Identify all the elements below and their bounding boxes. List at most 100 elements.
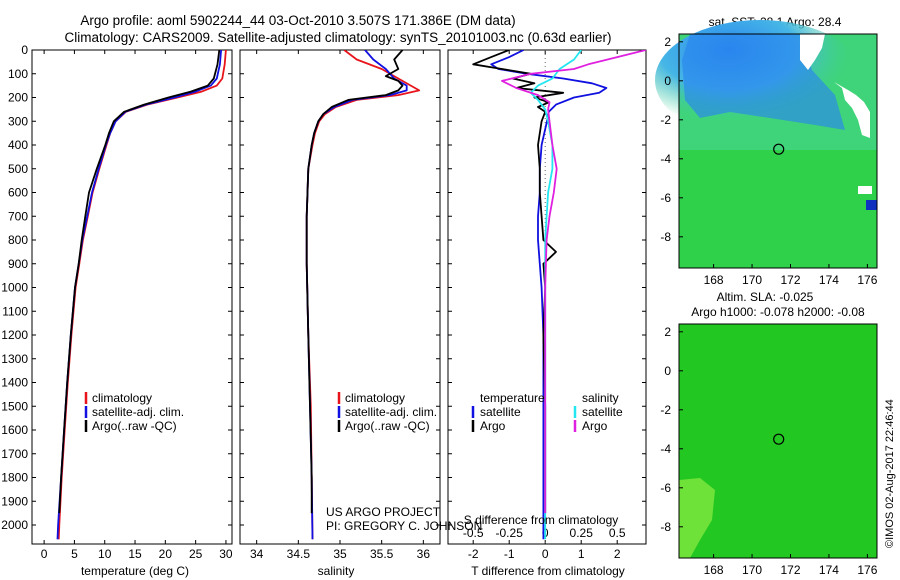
map-y-tick-label: 2 <box>664 35 671 49</box>
y-tick-label: 2000 <box>1 518 28 532</box>
difference-xlabel-top: S difference from climatology <box>464 513 619 527</box>
sst-map: sat. SST: 28.1 Argo: 28.4 16817017217417… <box>655 15 878 287</box>
map-y-tick-label: -2 <box>660 113 671 127</box>
y-tick-label: 0 <box>21 43 28 57</box>
difference-panel-frame <box>447 49 647 545</box>
y-tick-label: 1800 <box>1 471 28 485</box>
project-credit: US ARGO PROJECT <box>326 505 441 519</box>
map-y-tick-label: -4 <box>660 152 671 166</box>
y-tick-label: 700 <box>8 209 28 223</box>
x-tick-label: -2 <box>468 547 479 561</box>
temperature-panel-frame <box>31 49 233 545</box>
x-tick-top-label: 0.5 <box>609 526 626 540</box>
map-y-tick-label: -8 <box>660 230 671 244</box>
legend-salinity-title: salinity <box>582 391 619 405</box>
sst-float-marker <box>773 143 785 155</box>
legend-climatology-label: climatology <box>345 391 405 405</box>
legend-satellite-label: satellite-adj. clim. <box>92 405 184 419</box>
x-tick-label: 5 <box>71 547 78 561</box>
x-tick-label: 25 <box>189 547 203 561</box>
y-tick-label: 1100 <box>2 304 28 318</box>
y-tick-label: 600 <box>8 186 28 200</box>
map-y-tick-label: -8 <box>660 520 671 534</box>
map-x-tick-label: 174 <box>819 563 839 577</box>
title-line-2: Climatology: CARS2009. Satellite-adjuste… <box>64 30 611 45</box>
map-x-tick-label: 172 <box>780 273 800 287</box>
map-y-tick-label: 0 <box>664 74 671 88</box>
title-line-1: Argo profile: aoml 5902244_44 03-Oct-201… <box>80 13 515 28</box>
series-layer <box>56 50 646 540</box>
difference-xlabel: T difference from climatology <box>471 564 625 578</box>
y-tick-label: 300 <box>8 114 28 128</box>
x-tick-label: 0 <box>542 547 549 561</box>
y-tick-label: 100 <box>8 67 28 81</box>
x-tick-label: -1 <box>504 547 515 561</box>
x-tick-label: 20 <box>159 547 173 561</box>
y-tick-label: 400 <box>8 138 28 152</box>
sla-light-patch <box>679 478 715 558</box>
y-tick-label: 1600 <box>1 423 28 437</box>
x-tick-label: 35.5 <box>370 547 394 561</box>
sst-map-axes: 168 170 172 174 176 2 0 -2 -4 -6 -8 <box>660 35 877 287</box>
temperature-climatology-line <box>57 50 227 540</box>
salinity-legend: climatology satellite-adj. clim. Argo(..… <box>337 391 437 433</box>
temperature-satellite-line <box>56 50 222 540</box>
map-y-tick-label: 2 <box>664 325 671 339</box>
map-x-tick-label: 170 <box>742 563 762 577</box>
sla-map-title-1: Altim. SLA: -0.025 <box>717 290 814 304</box>
y-tick-label: 1200 <box>1 328 28 342</box>
y-tick-label: 1400 <box>1 376 28 390</box>
y-tick-label: 1700 <box>1 447 28 461</box>
x-tick-top-label: -0.5 <box>463 526 484 540</box>
legend-t-satellite-label: satellite <box>480 405 521 419</box>
temperature-xlabel: temperature (deg C) <box>81 564 189 578</box>
map-x-tick-label: 170 <box>742 273 762 287</box>
salinity-satellite-line <box>305 50 408 540</box>
y-tick-label: 1000 <box>1 281 28 295</box>
map-x-tick-label: 174 <box>819 273 839 287</box>
y-tick-label: 1500 <box>1 399 28 413</box>
map-x-tick-label: 176 <box>857 563 877 577</box>
x-tick-label: 2 <box>614 547 621 561</box>
legend-temperature-title: temperature <box>480 391 545 405</box>
x-tick-label: 1 <box>578 547 585 561</box>
sla-float-marker <box>773 433 785 445</box>
x-tick-top-label: -0.25 <box>496 526 524 540</box>
sst-green-band <box>679 150 877 268</box>
temperature-legend: climatology satellite-adj. clim. Argo(..… <box>84 391 184 433</box>
map-y-tick-label: -6 <box>660 191 671 205</box>
map-x-tick-label: 176 <box>857 273 877 287</box>
y-tick-label: 500 <box>8 162 28 176</box>
map-y-tick-label: -2 <box>660 403 671 417</box>
map-y-tick-label: -6 <box>660 481 671 495</box>
legend-argo-label: Argo(..raw -QC) <box>345 419 430 433</box>
sla-map: Altim. SLA: -0.025 Argo h1000: -0.078 h2… <box>660 290 877 577</box>
y-tick-label: 200 <box>8 91 28 105</box>
sst-land-mask <box>800 34 872 194</box>
x-tick-top-label: 0.25 <box>570 526 594 540</box>
salinity-climatology-line <box>305 50 421 540</box>
pi-credit: PI: GREGORY C. JOHNSON <box>326 519 482 533</box>
x-tick-label: 34 <box>250 547 264 561</box>
x-tick-label: 15 <box>128 547 142 561</box>
temperature-argo-line <box>58 50 221 514</box>
legend-argo-label: Argo(..raw -QC) <box>92 419 177 433</box>
sla-map-frame <box>678 323 878 559</box>
salinity-xlabel: salinity <box>318 564 355 578</box>
difference-legend: temperature satellite Argo salinity sate… <box>471 391 623 433</box>
x-tick-label: 35 <box>333 547 347 561</box>
y-tick-label: 1900 <box>1 494 28 508</box>
legend-s-satellite-label: satellite <box>582 405 623 419</box>
sla-map-title-2: Argo h1000: -0.078 h2000: -0.08 <box>691 305 865 319</box>
y-tick-label: 1300 <box>1 352 28 366</box>
sst-map-frame <box>678 33 878 269</box>
x-tick-label: 36 <box>417 547 431 561</box>
map-y-tick-label: -4 <box>660 442 671 456</box>
y-tick-label: 900 <box>8 257 28 271</box>
y-tick-label: 800 <box>8 233 28 247</box>
x-tick-label: 0 <box>41 547 48 561</box>
difference-s-argo-line <box>501 50 646 514</box>
x-tick-label: 30 <box>219 547 233 561</box>
sst-dark-patch <box>866 200 877 210</box>
